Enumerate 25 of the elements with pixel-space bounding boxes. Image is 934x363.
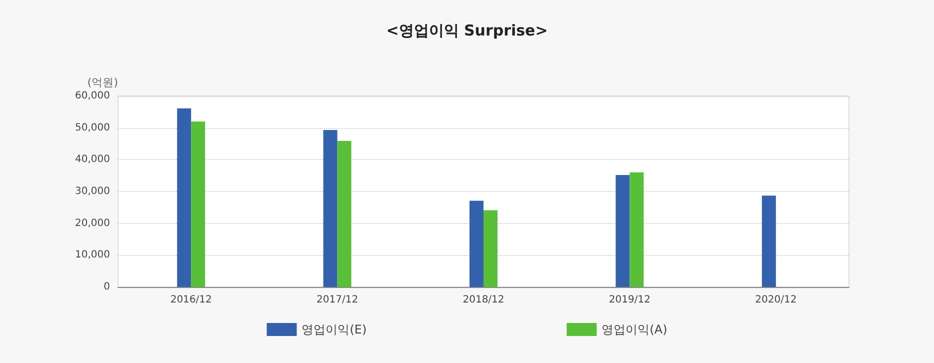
x-tick-label: 2018/12 — [462, 294, 504, 306]
bar — [337, 140, 352, 287]
y-tick-label: 50,000 — [75, 122, 110, 134]
bar — [470, 200, 484, 287]
y-tick-label: 40,000 — [75, 154, 110, 166]
x-tick-label: 2016/12 — [170, 294, 212, 306]
bar — [616, 174, 630, 287]
x-tick-label: 2019/12 — [608, 294, 650, 306]
y-axis-title: (억원) — [87, 76, 118, 89]
x-tick-label: 2017/12 — [316, 294, 358, 306]
y-tick-label: 30,000 — [75, 186, 110, 197]
chart-title: <영업이익 Surprise> — [386, 22, 548, 40]
legend-label: 영업이익(E) — [302, 322, 367, 336]
bar — [177, 108, 192, 287]
y-tick-label: 60,000 — [75, 90, 110, 102]
x-tick-label: 2020/12 — [755, 294, 797, 306]
y-tick-label: 10,000 — [75, 250, 110, 261]
bar — [630, 172, 644, 287]
bar — [323, 130, 338, 287]
bar — [191, 121, 206, 287]
y-tick-label: 20,000 — [75, 218, 110, 229]
bar — [762, 196, 776, 287]
y-tick-label: 0 — [104, 282, 110, 292]
legend-label: 영업이익(A) — [602, 322, 668, 336]
bar — [484, 210, 498, 287]
